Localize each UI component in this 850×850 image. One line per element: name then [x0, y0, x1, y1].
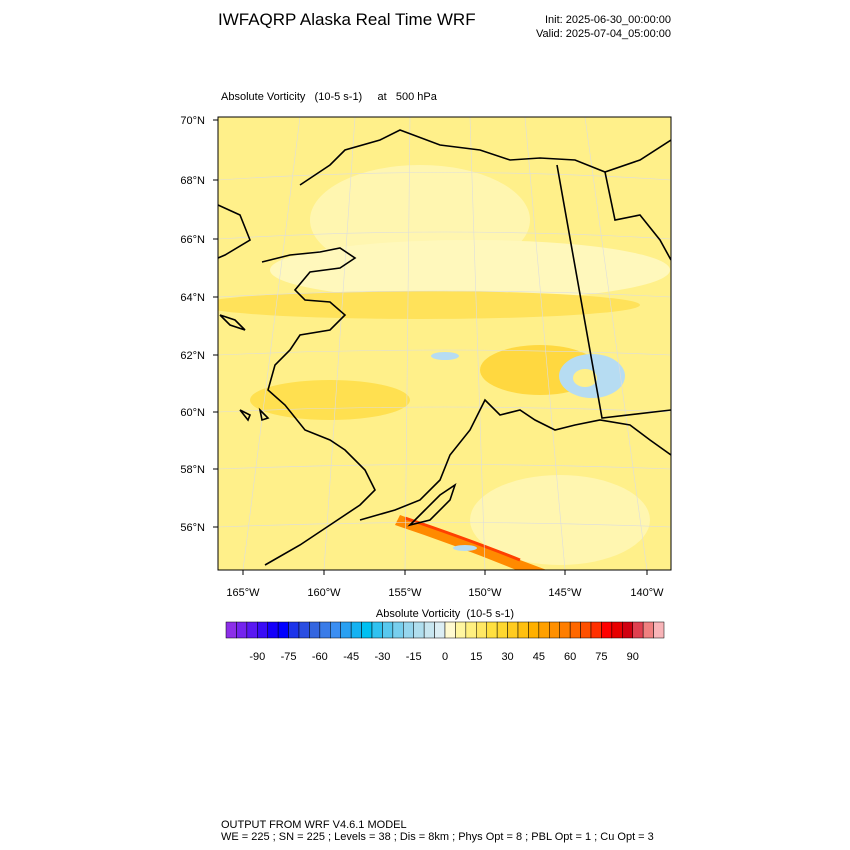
colorbar-box: [486, 621, 498, 639]
lat-label: 68°N: [180, 175, 205, 187]
field-region: [470, 475, 650, 565]
field-region: [250, 380, 410, 420]
colorbar-box: [559, 621, 571, 639]
colorbar: -90 -75 -60 -45 -30 -15 0 15 30 45 60 75 90: [225, 621, 665, 663]
valid-time: Valid: 2025-07-04_05:00:00: [536, 28, 671, 40]
lat-label: 58°N: [180, 464, 205, 476]
colorbar-box: [330, 621, 341, 639]
colorbar-tick-label: -30: [374, 651, 390, 663]
colorbar-box: [361, 621, 373, 639]
lat-labels: 70°N 68°N 66°N 64°N 62°N 60°N 58°N 56°N: [180, 115, 218, 534]
field-region: [218, 291, 640, 319]
colorbar-box: [632, 621, 644, 639]
init-time: Init: 2025-06-30_00:00:00: [545, 14, 671, 26]
colorbar-tick-label: -90: [249, 651, 265, 663]
colorbar-box: [423, 621, 435, 639]
field-low: [431, 352, 459, 360]
colorbar-box: [392, 621, 404, 639]
field-region: [270, 240, 670, 300]
colorbar-box: [225, 621, 237, 639]
lon-label: 155°W: [388, 587, 422, 599]
colorbar-box: [350, 621, 362, 639]
colorbar-box: [465, 621, 477, 639]
colorbar-box: [236, 621, 248, 639]
colorbar-tick-label: 90: [627, 651, 639, 663]
colorbar-tick-label: 15: [470, 651, 482, 663]
colorbar-box: [642, 621, 654, 639]
colorbar-box: [434, 621, 446, 639]
map-frame: [217, 116, 672, 571]
colorbar-box: [267, 621, 279, 639]
colorbar-box: [319, 621, 331, 639]
lat-label: 56°N: [180, 522, 205, 534]
colorbar-box: [653, 621, 665, 639]
colorbar-tick-label: -45: [343, 651, 359, 663]
colorbar-tick-label: -15: [406, 651, 422, 663]
colorbar-box: [246, 621, 258, 639]
coastline: [407, 483, 457, 527]
lon-label: 145°W: [548, 587, 582, 599]
colorbar-tick-label: -60: [312, 651, 328, 663]
lon-label: 150°W: [468, 587, 502, 599]
colorbar-box: [549, 621, 560, 639]
lat-label: 70°N: [180, 115, 205, 127]
colorbar-box: [590, 621, 602, 639]
colorbar-title: Absolute Vorticity (10-5 s-1): [376, 608, 514, 620]
lon-label: 140°W: [630, 587, 664, 599]
colorbar-tick-label: 0: [442, 651, 448, 663]
colorbar-tick-label: 60: [564, 651, 576, 663]
colorbar-box: [517, 621, 529, 639]
colorbar-box: [298, 621, 310, 639]
coastline: [218, 204, 376, 566]
colorbar-box: [257, 621, 268, 639]
footer-line: WE = 225 ; SN = 225 ; Levels = 38 ; Dis …: [221, 831, 654, 843]
colorbar-tick-label: -75: [281, 651, 297, 663]
lat-label: 60°N: [180, 407, 205, 419]
lon-labels: 165°W 160°W 155°W 150°W 145°W 140°W: [226, 570, 664, 599]
lon-label: 165°W: [226, 587, 260, 599]
colorbar-box: [455, 621, 467, 639]
border: [556, 164, 671, 419]
colorbar-box: [413, 621, 425, 639]
colorbar-box: [277, 621, 289, 639]
field-low: [453, 545, 477, 551]
colorbar-box: [444, 621, 456, 639]
colorbar-box: [507, 621, 519, 639]
colorbar-box: [382, 621, 394, 639]
colorbar-tick-label: 75: [595, 651, 607, 663]
colorbar-box: [309, 621, 321, 639]
colorbar-box: [340, 621, 352, 639]
colorbar-box: [288, 621, 300, 639]
lat-label: 62°N: [180, 350, 205, 362]
colorbar-box: [601, 621, 613, 639]
colorbar-box: [569, 621, 581, 639]
lon-label: 160°W: [307, 587, 341, 599]
map-field: [218, 117, 671, 570]
colorbar-box: [611, 621, 623, 639]
field-region: [573, 369, 597, 387]
colorbar-tick-label: 30: [501, 651, 513, 663]
colorbar-box: [496, 621, 508, 639]
footer-line: OUTPUT FROM WRF V4.6.1 MODEL: [221, 819, 407, 831]
lat-label: 66°N: [180, 234, 205, 246]
colorbar-box: [528, 621, 540, 639]
field-label: Absolute Vorticity (10-5 s-1) at 500 hPa: [221, 91, 438, 103]
graticule: [218, 117, 671, 570]
coastline: [219, 314, 270, 422]
colorbar-box: [580, 621, 592, 639]
colorbar-box: [403, 621, 414, 639]
colorbar-box: [622, 621, 633, 639]
colorbar-box: [538, 621, 550, 639]
title: IWFAQRP Alaska Real Time WRF: [218, 10, 476, 29]
coastline: [604, 171, 671, 261]
colorbar-tick-label: 45: [533, 651, 545, 663]
coastline: [359, 398, 671, 521]
lat-label: 64°N: [180, 292, 205, 304]
colorbar-box: [371, 621, 383, 639]
colorbar-box: [476, 621, 487, 639]
